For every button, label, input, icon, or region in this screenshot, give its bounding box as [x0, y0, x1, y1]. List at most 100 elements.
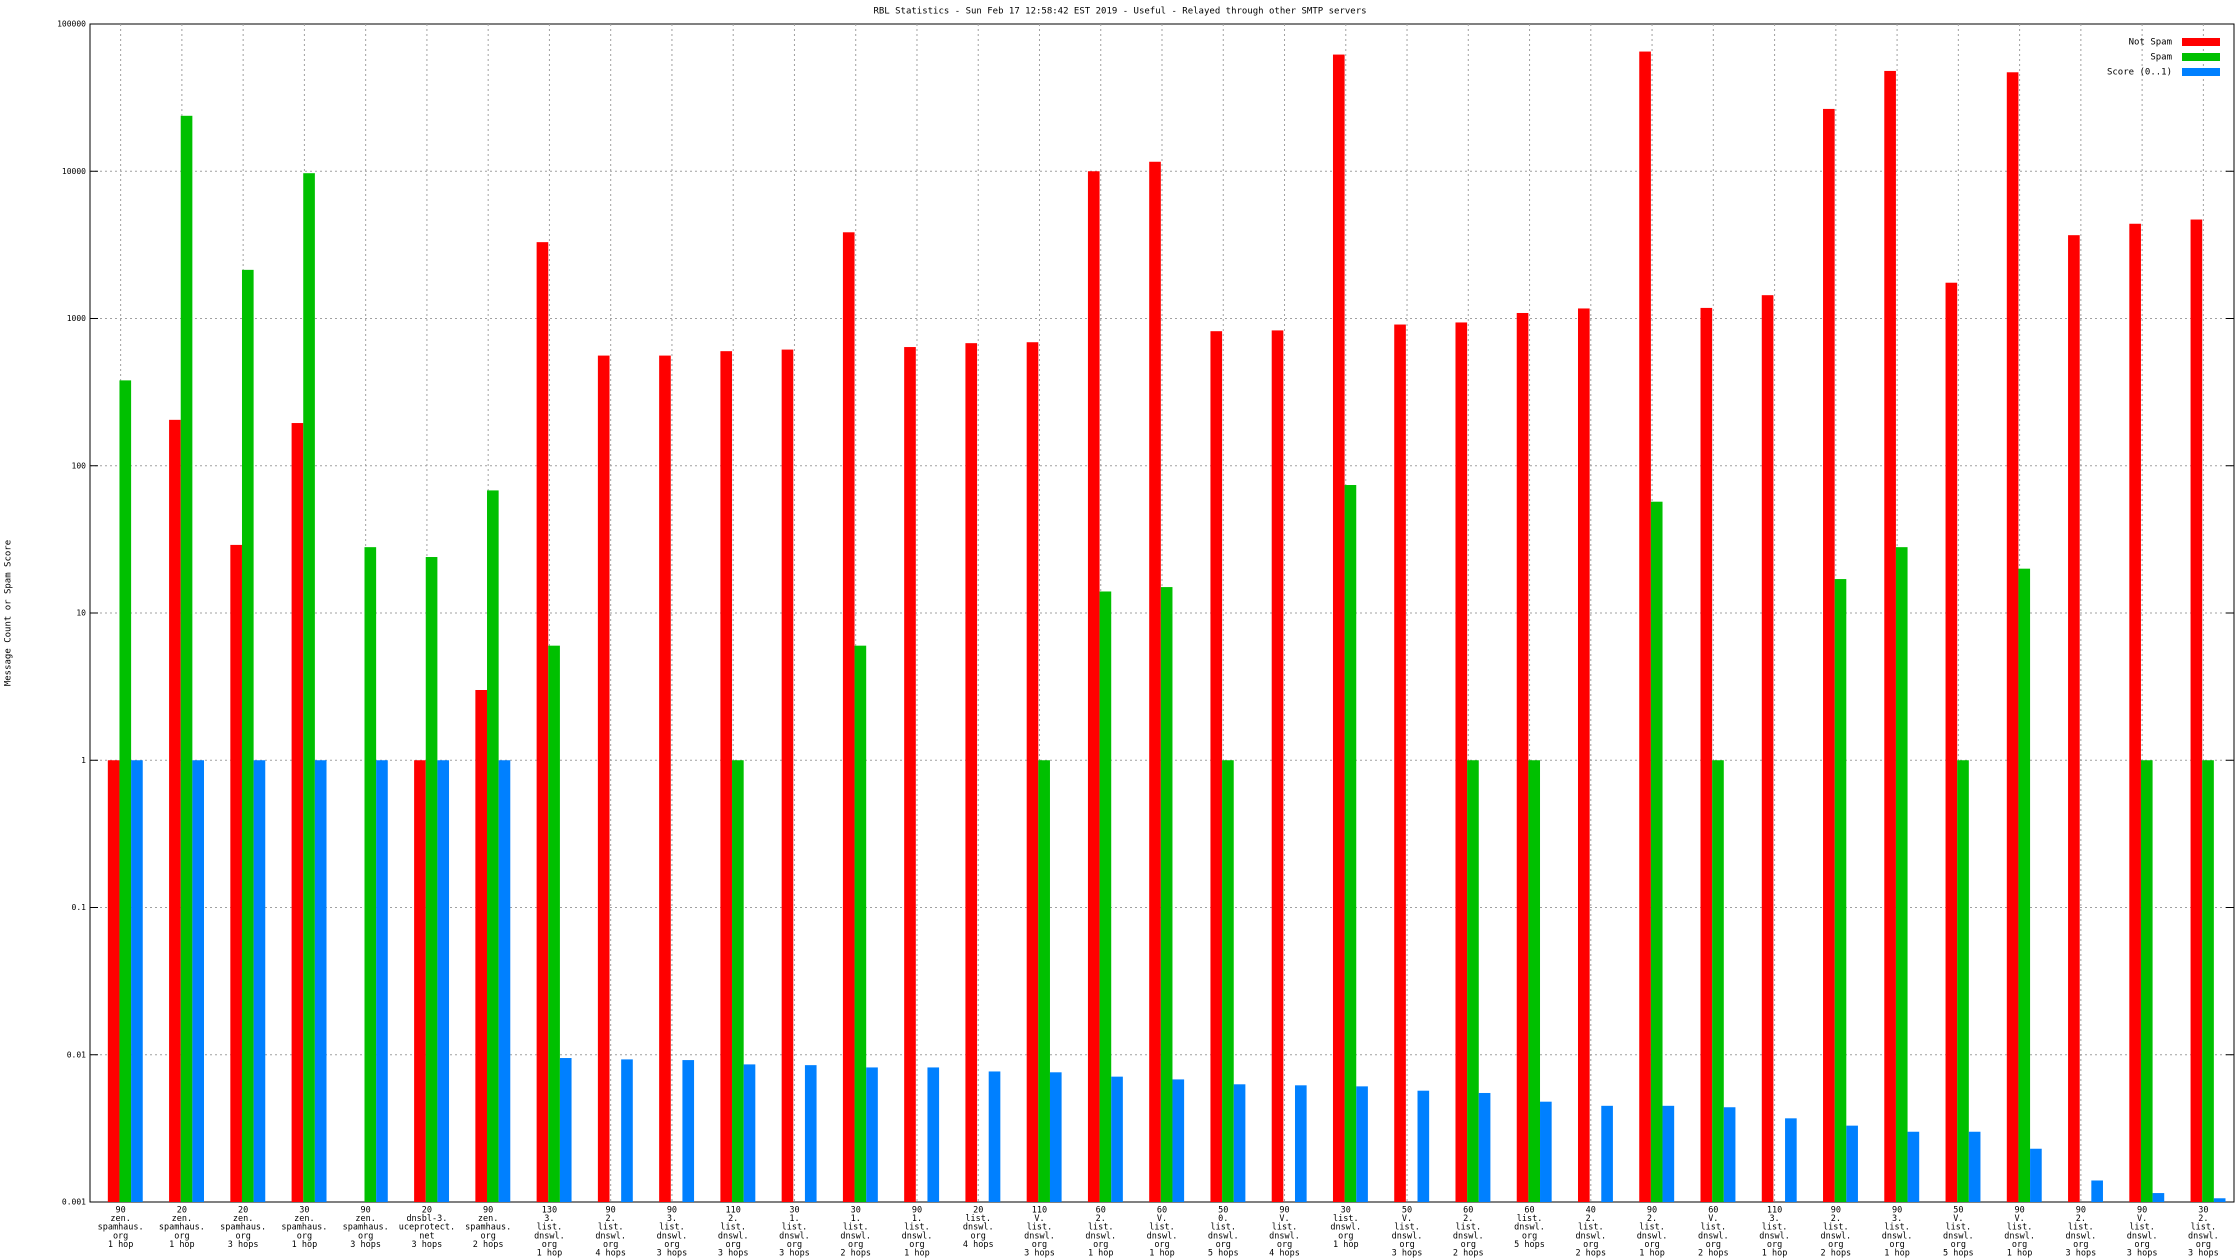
x-tick-label: 60	[1096, 1206, 1106, 1216]
bar	[1026, 342, 1039, 1202]
x-tick-label: 2.	[1647, 1214, 1657, 1224]
x-tick-label: list.	[1762, 1223, 1788, 1233]
x-tick-label: 90	[2076, 1206, 2086, 1216]
bar	[192, 760, 204, 1202]
x-tick-label: spamhaus.	[159, 1223, 205, 1233]
x-tick-label: spamhaus.	[465, 1223, 511, 1233]
x-tick-label: 3.	[544, 1214, 554, 1224]
y-tick-label: 10000	[62, 167, 86, 176]
x-tick-label: list.	[537, 1223, 563, 1233]
y-tick-label: 0.001	[62, 1198, 86, 1207]
x-tick-label: 3 hops	[2127, 1249, 2158, 1259]
x-tick-label: 90	[1892, 1206, 1902, 1216]
x-tick-label: org	[1154, 1240, 1169, 1250]
bar	[732, 760, 744, 1202]
x-tick-label: list.	[2129, 1223, 2155, 1233]
bar	[1467, 760, 1479, 1202]
x-tick-label: list.	[1394, 1223, 1420, 1233]
x-tick-label: V.	[2014, 1214, 2024, 1224]
bar	[1356, 1086, 1368, 1202]
bar	[1271, 330, 1284, 1202]
y-tick-label: 100000	[57, 20, 86, 29]
bar	[597, 355, 610, 1202]
x-tick-label: zen.	[110, 1214, 130, 1224]
x-tick-label: 110	[726, 1206, 741, 1216]
x-tick-label: 2 hops	[1698, 1249, 1729, 1259]
x-tick-label: 90	[116, 1206, 126, 1216]
x-tick-label: 50	[1218, 1206, 1228, 1216]
x-tick-label: zen.	[294, 1214, 314, 1224]
x-tick-label: 1.	[851, 1214, 861, 1224]
bar	[1038, 760, 1050, 1202]
bar	[2091, 1180, 2103, 1202]
bar	[2018, 568, 2031, 1202]
x-tick-label: 3 hops	[2065, 1249, 2096, 1259]
x-tick-label: zen.	[233, 1214, 253, 1224]
x-tick-label: org	[2073, 1240, 2088, 1250]
x-tick-label: dnswl.	[1637, 1231, 1668, 1241]
bar	[2190, 219, 2203, 1203]
x-tick-label: list.	[2007, 1223, 2033, 1233]
x-tick-label: zen.	[478, 1214, 498, 1224]
x-tick-label: 30	[789, 1206, 799, 1216]
x-tick-label: org	[1277, 1240, 1292, 1250]
x-tick-label: V.	[1708, 1214, 1718, 1224]
x-tick-label: 1 hop	[904, 1249, 930, 1259]
bar	[253, 760, 266, 1202]
x-tick-label: list.	[1455, 1223, 1481, 1233]
bar	[180, 115, 193, 1202]
x-tick-label: dnswl.	[1882, 1231, 1913, 1241]
x-tick-label: org	[235, 1231, 250, 1241]
bar	[1222, 760, 1234, 1202]
bar	[2006, 72, 2019, 1203]
x-tick-label: dnswl.	[1820, 1231, 1851, 1241]
bar	[1149, 161, 1161, 1203]
x-tick-label: list.	[904, 1223, 930, 1233]
x-tick-label: 3.	[667, 1214, 677, 1224]
bar	[1160, 587, 1173, 1202]
bar	[1344, 485, 1357, 1202]
x-tick-label: org	[603, 1240, 618, 1250]
x-tick-label: list.	[1517, 1214, 1543, 1224]
x-tick-label: 90	[361, 1206, 371, 1216]
x-tick-label: spamhaus.	[281, 1223, 327, 1233]
bar	[1601, 1105, 1613, 1202]
x-tick-label: org	[909, 1240, 924, 1250]
x-tick-label: 30	[1341, 1206, 1351, 1216]
bar	[1394, 324, 1406, 1203]
bar	[1662, 1105, 1675, 1202]
bar	[1528, 760, 1541, 1202]
x-tick-label: 60	[1463, 1206, 1473, 1216]
x-tick-label: list.	[1701, 1223, 1727, 1233]
x-tick-label: 3 hops	[350, 1240, 381, 1250]
x-tick-label: dnswl.	[1453, 1231, 1484, 1241]
bar	[487, 490, 499, 1202]
x-tick-label: 3 hops	[412, 1240, 443, 1250]
chart-title: RBL Statistics - Sun Feb 17 12:58:42 EST…	[873, 7, 1366, 17]
bar	[364, 547, 377, 1202]
x-tick-label: 20	[973, 1206, 983, 1216]
bar	[1516, 312, 1529, 1202]
x-tick-label: list.	[1272, 1223, 1298, 1233]
bar	[548, 645, 560, 1202]
x-tick-label: 20	[177, 1206, 187, 1216]
x-tick-label: 90	[1279, 1206, 1289, 1216]
x-tick-label: 20	[238, 1206, 248, 1216]
y-tick-label: 1	[81, 756, 86, 765]
x-tick-label: spamhaus.	[98, 1223, 144, 1233]
x-tick-label: org	[1889, 1240, 1904, 1250]
bar	[2068, 235, 2080, 1203]
x-tick-label: org	[848, 1240, 863, 1250]
x-tick-label: 3.	[1769, 1214, 1779, 1224]
bar	[107, 760, 120, 1202]
x-tick-label: 1 hop	[1884, 1249, 1910, 1259]
bar	[559, 1058, 572, 1202]
bar	[119, 380, 132, 1203]
x-tick-label: 90	[912, 1206, 922, 1216]
x-tick-label: V.	[1402, 1214, 1412, 1224]
x-tick-label: 2 hops	[1820, 1249, 1851, 1259]
legend-swatch	[2182, 38, 2220, 46]
bar	[437, 760, 450, 1202]
x-tick-label: 4 hops	[595, 1249, 626, 1259]
bar	[988, 1071, 1001, 1202]
